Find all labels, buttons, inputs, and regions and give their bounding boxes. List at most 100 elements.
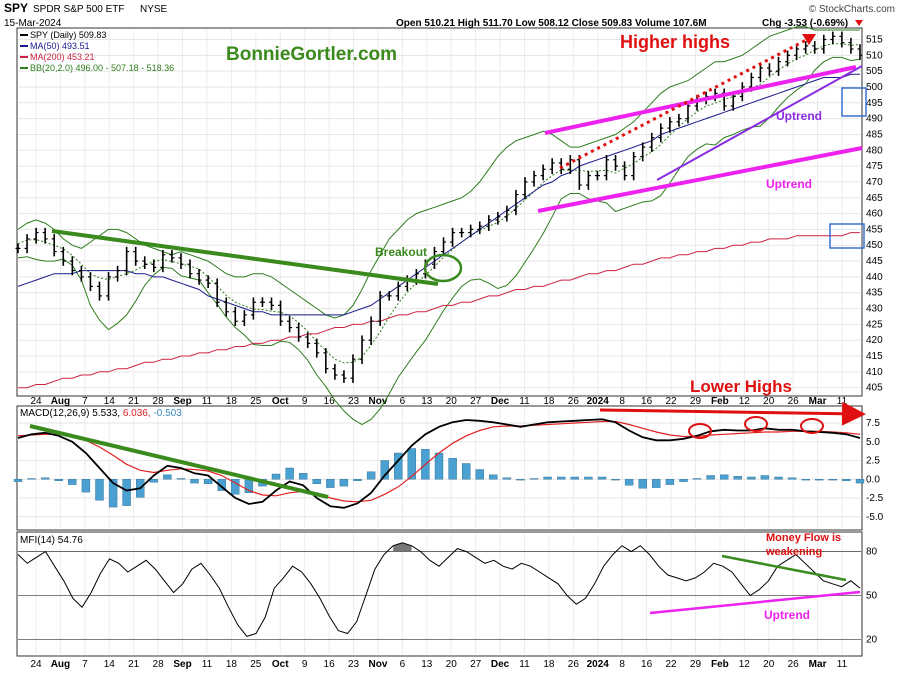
ma200-highlight-box bbox=[829, 223, 865, 249]
watermark-text: BonnieGortler.com bbox=[226, 44, 397, 65]
y-tick-label-price: 450 bbox=[866, 240, 883, 251]
bb-lower-line bbox=[17, 56, 861, 426]
grid-layer bbox=[18, 30, 861, 654]
y-tick-label-price: 445 bbox=[866, 256, 883, 267]
macd-histogram-bar bbox=[190, 479, 199, 484]
y-tick-label-price: 515 bbox=[866, 34, 883, 45]
x-tick-label: Sep bbox=[173, 659, 191, 670]
macd-histogram-bar bbox=[760, 475, 770, 480]
upper-channel-line bbox=[544, 65, 857, 135]
x-tick-label: 27 bbox=[470, 396, 482, 407]
price-panel bbox=[16, 27, 863, 397]
macd-histogram-bar bbox=[434, 452, 444, 480]
macd-histogram-bar bbox=[475, 469, 484, 480]
mfi-panel bbox=[16, 531, 863, 657]
macd-histogram-bar bbox=[271, 473, 281, 480]
x-tick-label: 2024 bbox=[587, 396, 610, 407]
x-tick-label: Nov bbox=[368, 659, 387, 670]
macd-high-circle-2 bbox=[744, 416, 768, 432]
ticker-label: SPY bbox=[4, 1, 28, 15]
macd-down-trendline bbox=[29, 424, 329, 499]
x-tick-label: 8 bbox=[619, 396, 625, 407]
macd-histogram-bar bbox=[597, 476, 607, 480]
macd-histogram-bar bbox=[733, 476, 742, 480]
macd-histogram-bar bbox=[855, 479, 865, 484]
y-tick-label-price: 490 bbox=[866, 114, 883, 125]
x-tick-label: Oct bbox=[272, 659, 289, 670]
mfi-legend: MFI(14) 54.76 bbox=[20, 535, 83, 546]
y-tick-label-price: 420 bbox=[866, 335, 883, 346]
macd-histogram-bar bbox=[692, 478, 702, 480]
y-tick-label-macd: -2.5 bbox=[866, 493, 884, 504]
x-tick-label: Dec bbox=[491, 396, 510, 407]
x-tick-label: 7 bbox=[82, 659, 88, 670]
macd-histogram-bar bbox=[584, 476, 593, 480]
macd-histogram-bar bbox=[176, 478, 186, 480]
legend-ma50: MA(50) 493.51 bbox=[30, 41, 90, 51]
x-tick-label: 8 bbox=[619, 659, 625, 670]
lower-channel-line bbox=[537, 146, 863, 213]
y-tick-label-mfi: 50 bbox=[866, 590, 878, 601]
x-tick-label: 22 bbox=[665, 659, 677, 670]
macd-histogram-bar bbox=[706, 475, 715, 480]
x-tick-label: 29 bbox=[690, 396, 702, 407]
macd-legend: MACD(12,26,9) 5.533, 6.036, -0.503 bbox=[20, 408, 182, 419]
macd-histogram-bar bbox=[353, 479, 362, 481]
macd-histogram-bar bbox=[203, 479, 213, 484]
ma50-highlight-box bbox=[841, 87, 867, 117]
mfi-uptrend-line bbox=[649, 590, 861, 615]
macd-histogram-bar bbox=[95, 479, 104, 501]
y-tick-label-price: 500 bbox=[866, 82, 883, 93]
x-tick-label: 11 bbox=[519, 396, 530, 407]
uptrend-lower-label: Uptrend bbox=[766, 177, 812, 191]
mfi-uptrend-label: Uptrend bbox=[764, 608, 810, 622]
macd-histogram-bar bbox=[41, 477, 50, 480]
x-tick-label: 16 bbox=[324, 396, 336, 407]
lower-highs-label: Lower Highs bbox=[690, 377, 792, 396]
macd-histogram-bar bbox=[529, 478, 539, 480]
macd-histogram-bar bbox=[679, 479, 688, 482]
x-tick-label: 16 bbox=[641, 659, 653, 670]
x-tick-label: 11 bbox=[837, 659, 848, 670]
money-flow-label-line2: weakening bbox=[765, 546, 822, 558]
macd-histogram-bar bbox=[68, 479, 77, 485]
x-tick-label: 26 bbox=[788, 396, 800, 407]
y-tick-label-mfi: 80 bbox=[866, 547, 878, 558]
macd-histogram-bar bbox=[638, 479, 647, 489]
y-tick-label-mfi: 20 bbox=[866, 634, 878, 645]
y-tick-label-price: 505 bbox=[866, 66, 883, 77]
y-tick-label-macd: 7.5 bbox=[866, 418, 880, 429]
macd-histogram-bar bbox=[122, 479, 131, 506]
y-tick-label-macd: 0.0 bbox=[866, 474, 880, 485]
mfi-down-trendline bbox=[721, 554, 847, 582]
macd-histogram-bar bbox=[13, 479, 23, 482]
change-readout: Chg -3.53 (-0.69%) bbox=[762, 18, 848, 29]
x-tick-label: 20 bbox=[763, 396, 775, 407]
macd-histogram-bar bbox=[366, 471, 376, 480]
mfi-overbought-fill bbox=[393, 542, 412, 552]
macd-histogram-bar bbox=[339, 479, 349, 487]
y-tick-label-macd: 2.5 bbox=[866, 456, 880, 467]
x-tick-label: 26 bbox=[568, 659, 580, 670]
x-tick-label: 28 bbox=[153, 396, 165, 407]
x-tick-label: Mar bbox=[809, 659, 827, 670]
macd-histogram-bar bbox=[163, 474, 172, 480]
x-tick-label: 25 bbox=[250, 396, 262, 407]
y-tick-label-price: 470 bbox=[866, 177, 883, 188]
x-tick-label: 6 bbox=[400, 659, 406, 670]
x-tick-label: 18 bbox=[226, 659, 238, 670]
macd-histogram-bar bbox=[489, 474, 498, 480]
y-tick-label-price: 410 bbox=[866, 367, 883, 378]
macd-histogram-bar bbox=[543, 476, 552, 480]
higher-highs-dotted-line bbox=[559, 35, 813, 170]
bb-upper-line bbox=[17, 26, 860, 319]
x-tick-label: Oct bbox=[272, 396, 289, 407]
macd-histogram-bar bbox=[774, 476, 783, 480]
x-tick-label: 28 bbox=[153, 659, 165, 670]
x-tick-label: 22 bbox=[665, 396, 677, 407]
y-tick-label-price: 485 bbox=[866, 129, 883, 140]
y-tick-label-price: 510 bbox=[866, 50, 883, 61]
x-tick-label: 16 bbox=[324, 659, 336, 670]
